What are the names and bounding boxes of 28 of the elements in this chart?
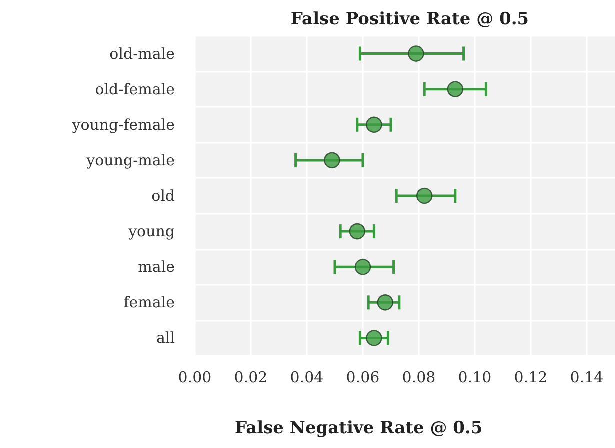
point	[377, 294, 394, 311]
y-tick-label: young	[128, 222, 176, 241]
x-tick-label: 0.06	[346, 368, 380, 386]
point	[447, 81, 464, 98]
y-tick-label: young-male	[86, 151, 176, 170]
chart-title: False Positive Rate @ 0.5	[290, 10, 530, 30]
x-tick-label: 0.02	[234, 368, 268, 386]
x-tick-label: 0.12	[514, 368, 548, 386]
y-tick-label: young-female	[71, 116, 176, 134]
point	[349, 223, 366, 240]
x-tick-label: 0.08	[402, 368, 436, 386]
point	[416, 188, 433, 204]
point	[354, 259, 372, 276]
point	[366, 330, 382, 346]
y-tick-label: female	[124, 294, 176, 312]
y-tick-label: male	[138, 258, 176, 276]
x-tick-label: 0.04	[290, 368, 324, 386]
y-tick-label: old-male	[110, 44, 176, 63]
point	[408, 46, 424, 62]
y-tick-label: all	[156, 329, 176, 348]
x-tick-label: 0.00	[178, 368, 212, 386]
point	[324, 152, 340, 169]
y-tick-label: old	[152, 187, 176, 205]
x-tick-label: 0.14	[570, 368, 604, 386]
x-tick-label: 0.10	[458, 368, 492, 386]
point	[366, 116, 382, 133]
y-tick-label: old-female	[95, 80, 176, 98]
text: False Negative Rate @ 0.5	[235, 418, 483, 438]
